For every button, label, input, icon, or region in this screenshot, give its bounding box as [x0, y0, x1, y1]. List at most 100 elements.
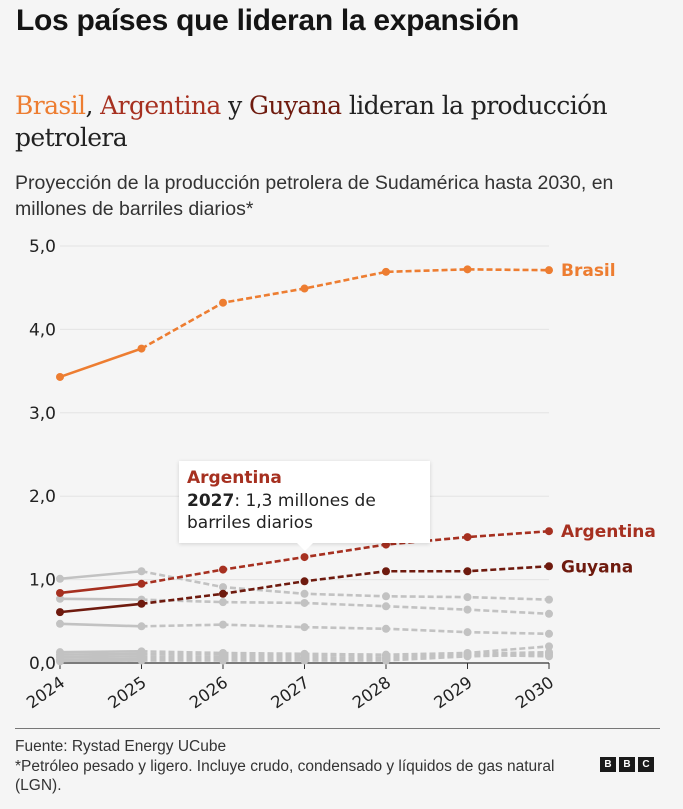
- data-point: [463, 605, 472, 614]
- series-line-projection: [141, 569, 550, 601]
- series-otro-8: [56, 567, 553, 604]
- footer: Fuente: Rystad Energy UCube *Petróleo pe…: [15, 737, 575, 796]
- data-point: [137, 567, 146, 576]
- series-line-actual: [59, 652, 142, 656]
- data-point: [137, 599, 146, 608]
- data-point: [219, 565, 227, 574]
- x-tick-label: 2029: [430, 673, 475, 713]
- headline-brasil: Brasil: [15, 91, 86, 120]
- x-tick-label: 2027: [267, 673, 312, 713]
- data-point: [463, 648, 472, 657]
- data-point: [463, 265, 472, 274]
- tooltip-year: 2027: [187, 491, 235, 511]
- data-point: [56, 608, 64, 617]
- y-axis-ticks: 0,0 1,0 2,0 3,0 4,0 5,0: [29, 237, 56, 674]
- x-axis: 2024 2025 2026 2027 2028 2029 2030: [23, 662, 557, 713]
- series-line-actual: [59, 657, 142, 661]
- series-line-projection: [141, 653, 550, 662]
- chart-subtitle: Proyección de la producción petrolera de…: [15, 172, 614, 220]
- data-point: [137, 344, 146, 353]
- data-point: [545, 609, 553, 618]
- headline-y: y: [228, 91, 242, 120]
- series-label-argentina: Argentina: [561, 522, 656, 542]
- data-point: [300, 649, 309, 658]
- x-tick-label: 2025: [104, 673, 149, 713]
- y-tick-label: 5,0: [29, 237, 56, 257]
- series-line-actual: [59, 582, 142, 595]
- series-line-projection: [141, 529, 550, 586]
- series-line-projection: [140, 268, 550, 350]
- series-label-brasil: Brasil: [561, 261, 616, 281]
- headline-rest: lideran la producción petrolera: [15, 91, 608, 152]
- series-labels: Guyana Argentina Brasil: [561, 261, 656, 577]
- footnote: *Petróleo pesado y ligero. Incluye crudo…: [15, 757, 555, 795]
- source-note: Fuente: Rystad Energy UCube: [15, 738, 227, 755]
- bbc-logo: B B C: [600, 757, 654, 772]
- series-otro-5: [56, 642, 553, 659]
- x-tick-label: 2026: [186, 673, 231, 713]
- data-point: [219, 583, 227, 592]
- data-point: [463, 533, 472, 542]
- series-line-actual: [59, 659, 142, 663]
- data-point: [137, 647, 146, 656]
- data-point: [219, 598, 227, 607]
- data-point: [382, 602, 390, 611]
- data-point: [463, 567, 472, 576]
- data-point: [463, 628, 472, 637]
- series-line-projection: [141, 645, 550, 656]
- data-point: [545, 648, 553, 657]
- data-point: [56, 588, 64, 597]
- x-tick-label: 2028: [349, 673, 394, 713]
- series-line-actual: [59, 622, 142, 628]
- series-line-projection: [141, 653, 550, 660]
- series-line-actual: [59, 650, 142, 654]
- data-point: [463, 593, 472, 602]
- series-line-actual: [59, 602, 142, 614]
- headline: Brasil, Argentina y Guyana lideran la pr…: [15, 90, 655, 154]
- data-point: [545, 266, 553, 275]
- y-tick-label: 0,0: [29, 654, 56, 674]
- y-tick-label: 4,0: [29, 320, 56, 340]
- bbc-logo-letter: B: [600, 757, 616, 772]
- data-point: [219, 620, 227, 629]
- data-point: [56, 594, 64, 603]
- series-line-projection: [141, 598, 550, 616]
- data-point: [545, 595, 553, 604]
- data-point: [56, 574, 64, 583]
- data-point: [219, 648, 227, 657]
- series-label-guyana: Guyana: [561, 557, 633, 577]
- data-point: [137, 579, 146, 588]
- footer-divider: [15, 728, 660, 729]
- series-line-projection: [141, 623, 550, 636]
- series-line-projection: [141, 564, 550, 606]
- data-point: [56, 619, 64, 628]
- tooltip-text: : 1,3 millones de barriles diarios: [187, 491, 376, 533]
- bbc-logo-letter: C: [638, 757, 654, 772]
- bbc-logo-letter: B: [619, 757, 635, 772]
- series-otro-7: [56, 594, 553, 618]
- data-point: [300, 589, 309, 598]
- data-point: [545, 562, 553, 571]
- series-line-actual: [59, 347, 142, 379]
- data-point: [382, 650, 390, 659]
- data-point: [382, 592, 390, 601]
- data-point: [300, 553, 309, 562]
- data-point: [56, 648, 64, 657]
- x-tick-label: 2030: [512, 673, 557, 713]
- headline-argentina: Argentina: [100, 91, 221, 120]
- tooltip-series-name: Argentina: [187, 468, 282, 488]
- y-tick-label: 1,0: [29, 571, 56, 591]
- data-point: [382, 624, 390, 633]
- headline-comma: ,: [85, 91, 93, 120]
- tooltip-argentina-2027: Argentina 2027: 1,3 millones de barriles…: [179, 461, 430, 551]
- y-tick-label: 2,0: [29, 487, 56, 507]
- headline-guyana: Guyana: [248, 91, 342, 120]
- x-tick-label: 2024: [23, 673, 68, 713]
- data-point: [382, 267, 390, 276]
- data-point: [545, 642, 553, 651]
- data-point: [219, 589, 227, 598]
- series-otro-6: [56, 619, 553, 638]
- data-point: [300, 623, 309, 632]
- y-tick-label: 3,0: [29, 404, 56, 424]
- series-line-actual: [59, 569, 142, 581]
